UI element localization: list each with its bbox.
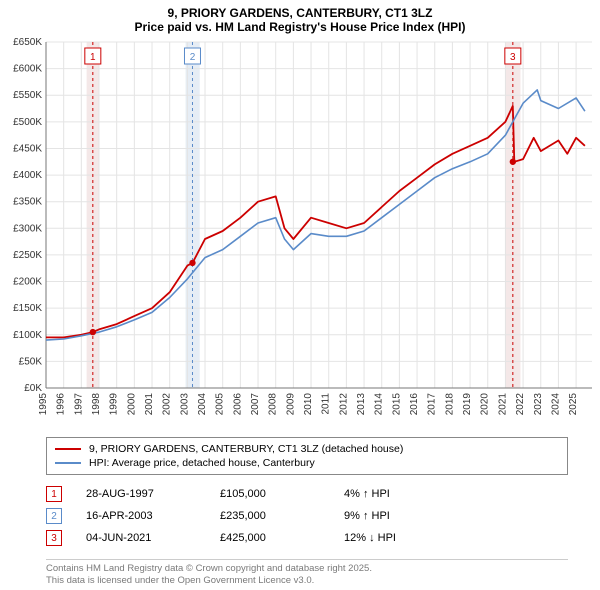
legend: 9, PRIORY GARDENS, CANTERBURY, CT1 3LZ (… [46, 437, 568, 475]
svg-text:2000: 2000 [126, 393, 137, 416]
svg-text:£250K: £250K [13, 250, 42, 261]
chart-title: 9, PRIORY GARDENS, CANTERBURY, CT1 3LZ P… [0, 0, 600, 36]
svg-text:£50K: £50K [19, 356, 43, 367]
svg-text:2010: 2010 [303, 393, 314, 416]
svg-text:£400K: £400K [13, 170, 42, 181]
legend-swatch [55, 448, 81, 450]
svg-text:2021: 2021 [497, 393, 508, 416]
svg-text:2025: 2025 [568, 393, 579, 416]
svg-text:2: 2 [190, 52, 196, 63]
svg-text:2024: 2024 [550, 393, 561, 416]
legend-label: 9, PRIORY GARDENS, CANTERBURY, CT1 3LZ (… [89, 443, 403, 455]
price-chart: £0K £50K £100K £150K £200K £250K £300K £350K £40… [0, 36, 600, 431]
marker-price: £235,000 [220, 510, 320, 522]
svg-text:1997: 1997 [73, 393, 84, 416]
svg-text:£550K: £550K [13, 90, 42, 101]
svg-text:1999: 1999 [109, 393, 120, 416]
svg-text:£650K: £650K [13, 37, 42, 48]
svg-text:2003: 2003 [179, 393, 190, 416]
marker-hpi: 9% ↑ HPI [344, 510, 454, 522]
svg-text:2018: 2018 [444, 393, 455, 416]
marker-row: 3 04-JUN-2021 £425,000 12% ↓ HPI [46, 527, 568, 549]
svg-text:2023: 2023 [533, 393, 544, 416]
svg-text:2002: 2002 [162, 393, 173, 416]
svg-text:1996: 1996 [56, 393, 67, 416]
marker-date: 04-JUN-2021 [86, 532, 196, 544]
svg-text:2019: 2019 [462, 393, 473, 416]
svg-text:£100K: £100K [13, 330, 42, 341]
svg-text:£450K: £450K [13, 143, 42, 154]
svg-text:2022: 2022 [515, 393, 526, 416]
marker-price: £425,000 [220, 532, 320, 544]
svg-text:1995: 1995 [38, 393, 49, 416]
footer-attribution: Contains HM Land Registry data © Crown c… [46, 559, 568, 587]
title-line-2: Price paid vs. HM Land Registry's House … [10, 20, 590, 34]
svg-text:2001: 2001 [144, 393, 155, 416]
svg-text:2005: 2005 [215, 393, 226, 416]
svg-text:2006: 2006 [232, 393, 243, 416]
svg-text:£300K: £300K [13, 223, 42, 234]
svg-text:£350K: £350K [13, 197, 42, 208]
svg-text:2016: 2016 [409, 393, 420, 416]
legend-label: HPI: Average price, detached house, Cant… [89, 457, 315, 469]
svg-text:2014: 2014 [374, 393, 385, 416]
svg-text:2020: 2020 [480, 393, 491, 416]
svg-text:2012: 2012 [338, 393, 349, 416]
legend-item: 9, PRIORY GARDENS, CANTERBURY, CT1 3LZ (… [55, 442, 559, 456]
marker-table: 1 28-AUG-1997 £105,000 4% ↑ HPI 2 16-APR-2003… [46, 483, 568, 549]
svg-text:£150K: £150K [13, 303, 42, 314]
title-line-1: 9, PRIORY GARDENS, CANTERBURY, CT1 3LZ [10, 6, 590, 20]
svg-text:£600K: £600K [13, 64, 42, 75]
legend-item: HPI: Average price, detached house, Cant… [55, 456, 559, 470]
marker-number-box: 1 [46, 486, 62, 502]
svg-text:£500K: £500K [13, 117, 42, 128]
marker-date: 28-AUG-1997 [86, 488, 196, 500]
svg-text:2004: 2004 [197, 393, 208, 416]
marker-hpi: 12% ↓ HPI [344, 532, 454, 544]
footer-line-1: Contains HM Land Registry data © Crown c… [46, 563, 568, 575]
footer-line-2: This data is licensed under the Open Gov… [46, 575, 568, 587]
marker-row: 1 28-AUG-1997 £105,000 4% ↑ HPI [46, 483, 568, 505]
svg-text:3: 3 [510, 52, 516, 63]
svg-text:2007: 2007 [250, 393, 261, 416]
svg-text:2009: 2009 [285, 393, 296, 416]
marker-number-box: 3 [46, 530, 62, 546]
marker-row: 2 16-APR-2003 £235,000 9% ↑ HPI [46, 505, 568, 527]
svg-text:£0K: £0K [24, 383, 42, 394]
marker-hpi: 4% ↑ HPI [344, 488, 454, 500]
legend-swatch [55, 462, 81, 464]
svg-text:£200K: £200K [13, 277, 42, 288]
svg-text:2011: 2011 [321, 393, 332, 415]
svg-text:2015: 2015 [391, 393, 402, 416]
svg-text:2008: 2008 [268, 393, 279, 416]
marker-price: £105,000 [220, 488, 320, 500]
marker-date: 16-APR-2003 [86, 510, 196, 522]
svg-text:2017: 2017 [427, 393, 438, 416]
marker-number-box: 2 [46, 508, 62, 524]
svg-text:1998: 1998 [91, 393, 102, 416]
svg-text:1: 1 [90, 52, 96, 63]
svg-text:2013: 2013 [356, 393, 367, 416]
